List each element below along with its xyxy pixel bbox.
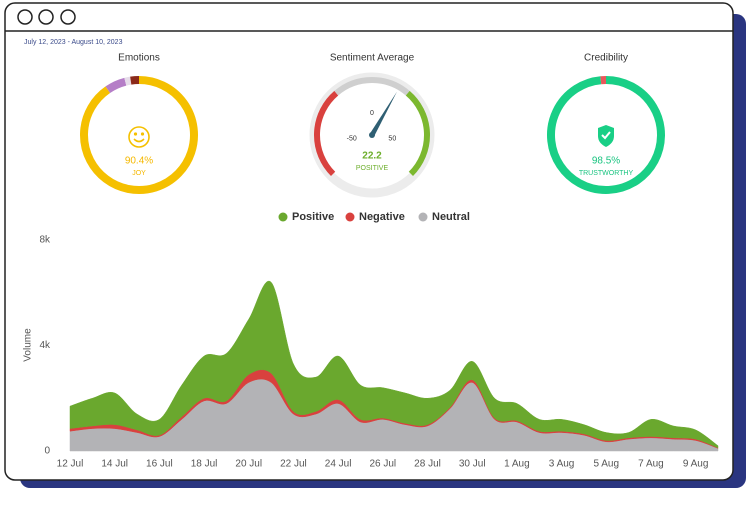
gauge-band xyxy=(334,77,410,96)
center-value: 90.4% xyxy=(125,156,153,167)
x-tick-label: 14 Jul xyxy=(101,459,128,470)
gauge-tick-label: 50 xyxy=(388,135,396,142)
x-tick-label: 1 Aug xyxy=(504,459,530,470)
center-value: 98.5% xyxy=(592,156,620,167)
x-tick-label: 24 Jul xyxy=(325,459,352,470)
x-tick-label: 5 Aug xyxy=(593,459,619,470)
gauge-title: Credibility xyxy=(584,53,628,64)
donut-segment xyxy=(105,77,127,94)
gauge-title: Emotions xyxy=(118,53,160,64)
gauge-tick-label: 0 xyxy=(370,110,374,117)
donut-segment xyxy=(124,76,132,86)
gauge-band xyxy=(405,90,430,177)
x-tick-label: 26 Jul xyxy=(369,459,396,470)
gauge-band xyxy=(314,90,339,177)
donut-segment xyxy=(130,76,140,85)
legend-swatch xyxy=(345,212,355,222)
y-tick-label: 0 xyxy=(44,446,50,457)
gauge-title: Sentiment Average xyxy=(330,53,415,64)
window-button[interactable] xyxy=(60,9,76,25)
y-tick-label: 4k xyxy=(39,340,51,351)
x-tick-label: 22 Jul xyxy=(280,459,307,470)
x-tick-label: 18 Jul xyxy=(191,459,218,470)
x-tick-label: 30 Jul xyxy=(459,459,486,470)
x-tick-label: 28 Jul xyxy=(414,459,441,470)
center-label: JOY xyxy=(132,170,146,177)
window-button[interactable] xyxy=(38,9,54,25)
center-label: POSITIVE xyxy=(356,165,389,172)
window-button[interactable] xyxy=(17,9,33,25)
center-label: TRUSTWORTHY xyxy=(579,170,634,177)
x-tick-label: 20 Jul xyxy=(235,459,262,470)
date-range: July 12, 2023 - August 10, 2023 xyxy=(24,39,123,46)
gauge-tick-label: -50 xyxy=(347,135,357,142)
legend-label: Negative xyxy=(359,211,405,223)
legend-swatch xyxy=(278,212,288,222)
center-value: 22.2 xyxy=(362,151,382,162)
x-tick-label: 12 Jul xyxy=(57,459,84,470)
donut-segment xyxy=(80,76,198,194)
shield-icon xyxy=(598,125,614,147)
legend-label: Neutral xyxy=(432,211,470,223)
x-tick-label: 7 Aug xyxy=(638,459,664,470)
area xyxy=(69,280,719,449)
x-tick-label: 9 Aug xyxy=(683,459,709,470)
gauge-needle xyxy=(369,91,397,137)
smiley-icon xyxy=(128,126,150,148)
legend-label: Positive xyxy=(292,211,334,223)
x-tick-label: 3 Aug xyxy=(549,459,575,470)
y-tick-label: 8k xyxy=(39,235,51,246)
needle-pivot xyxy=(369,132,375,138)
x-tick-label: 16 Jul xyxy=(146,459,173,470)
donut-segment xyxy=(547,76,665,194)
legend-swatch xyxy=(418,212,428,222)
y-axis-label: Volume xyxy=(23,328,34,362)
